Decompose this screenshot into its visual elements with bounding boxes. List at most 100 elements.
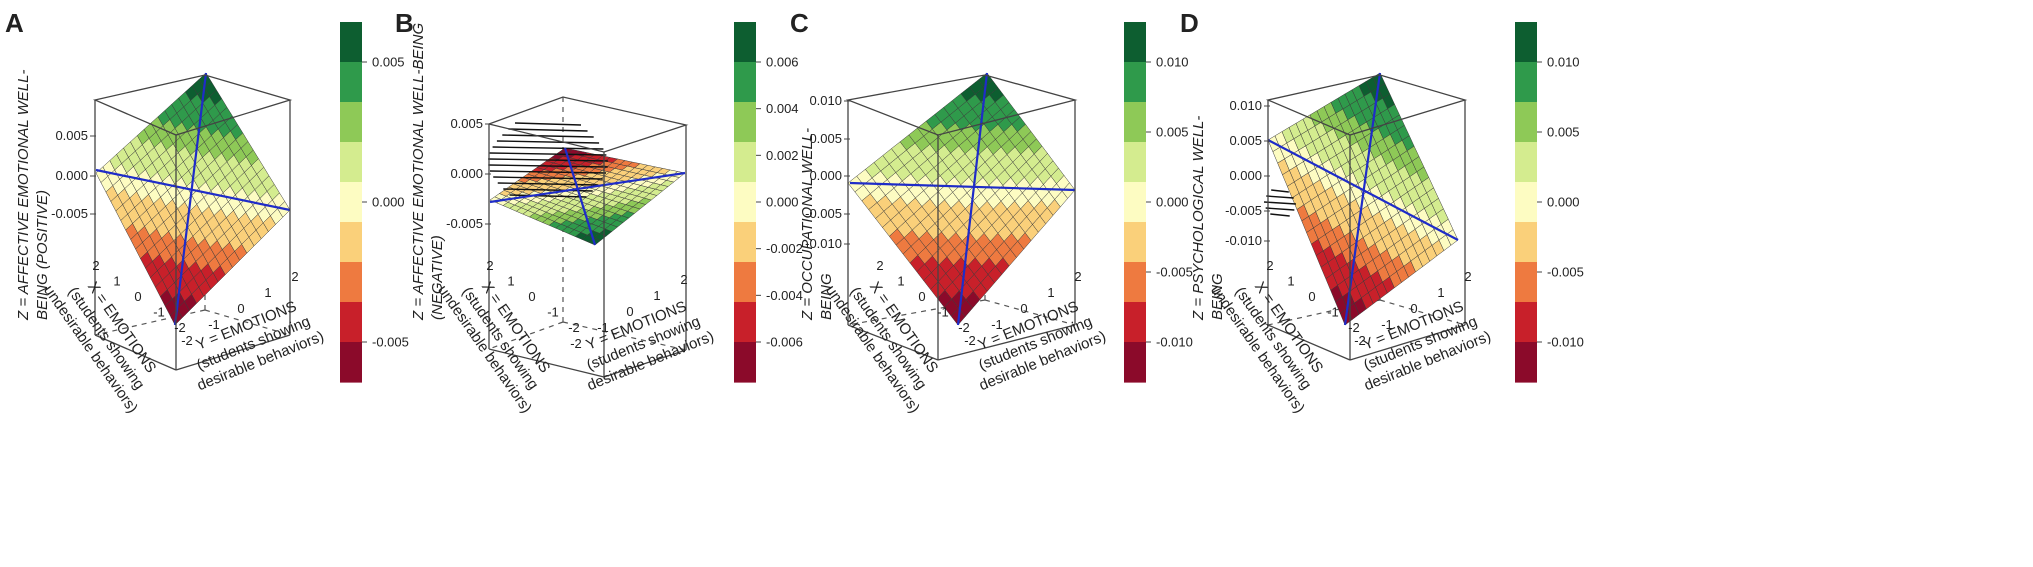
x-tick-label: 0 — [918, 289, 925, 304]
z-axis-label-line: Z = AFFECTIVE EMOTIONAL WELL-BEING — [410, 23, 427, 321]
surface-line — [849, 181, 1076, 192]
box-edge-hidden — [1379, 299, 1466, 326]
x-tick-label: 1 — [507, 274, 514, 289]
x-tick-label: 1 — [897, 274, 904, 289]
y-tick-label: 1 — [264, 285, 271, 300]
colorbar-tick-label: 0.005 — [1547, 125, 1580, 140]
colorbar-segment — [1515, 22, 1537, 63]
box-edge-hidden — [488, 321, 564, 350]
box-top — [486, 96, 689, 153]
panel-d: D 0.010 0.005 0.000 -0.005 -0.010 Z = PSYCHOLO… — [1180, 8, 1584, 416]
z-tick-label: -0.005 — [1225, 203, 1262, 218]
surface-line — [1343, 72, 1382, 326]
z-tick-label: -0.005 — [805, 206, 842, 221]
z-tick-label: 0.010 — [809, 93, 842, 108]
slice-line — [1265, 207, 1295, 211]
panel-letter: A — [5, 8, 24, 38]
slice-line — [496, 140, 600, 144]
box-edge-hidden — [94, 309, 206, 336]
response-surface — [95, 72, 291, 326]
plot-box-front — [92, 74, 293, 371]
x-tick-label: -1 — [937, 305, 949, 320]
x-tick-label: -2 — [958, 320, 970, 335]
colorbar-tick-label: 0.000 — [1547, 195, 1580, 210]
colorbar: 0.010 0.005 0.000 -0.005 -0.010 — [1515, 22, 1584, 383]
colorbar-tick-label: -0.004 — [766, 288, 803, 303]
colorbar-tick-label: -0.010 — [1547, 335, 1584, 350]
z-axis-label-line: Z = OCCUPATIONAL WELL- — [799, 128, 816, 321]
colorbar-tick-label: -0.005 — [1547, 265, 1584, 280]
y-tick-label: -1 — [208, 317, 220, 332]
z-tick-label: 0.005 — [450, 116, 483, 131]
y-tick-label: 0 — [626, 304, 633, 319]
colorbar-segment — [340, 222, 362, 263]
x-axis-label: X = EMOTIONS(students showingundesirable… — [40, 279, 159, 417]
z-axis-label: Z = AFFECTIVE EMOTIONAL WELL- BEING (POSI… — [15, 70, 51, 321]
z-axis-label-line: Z = PSYCHOLOGICAL WELL- — [1190, 116, 1207, 321]
colorbar-segment — [734, 342, 756, 383]
slice-line — [489, 152, 607, 156]
x-tick-label: 2 — [1266, 258, 1273, 273]
colorbar-segment — [1124, 62, 1146, 103]
colorbar-segment — [340, 342, 362, 383]
colorbar-tick-label: -0.002 — [766, 241, 803, 256]
slice-lines — [488, 122, 608, 198]
x-tick-label: -2 — [174, 320, 186, 335]
colorbar-segment — [340, 302, 362, 343]
slice-line — [488, 164, 608, 168]
panel-letter: B — [395, 8, 414, 38]
colorbar-segment — [340, 262, 362, 303]
colorbar-tick-label: -0.005 — [372, 335, 409, 350]
colorbar-segment — [1124, 222, 1146, 263]
y-tick-label: 1 — [1047, 285, 1054, 300]
surface-line — [1267, 139, 1459, 241]
slice-lines — [1263, 189, 1297, 217]
slice-line — [1263, 201, 1297, 205]
y-tick-label: 2 — [291, 269, 298, 284]
colorbar-tick-label: 0.010 — [1547, 55, 1580, 70]
x-tick-label: 2 — [92, 258, 99, 273]
z-axis-label-line: BEING (POSITIVE) — [34, 190, 51, 320]
z-tick-label: 0.000 — [809, 168, 842, 183]
box-edge-hidden — [204, 309, 291, 336]
colorbar-segment — [340, 142, 362, 183]
z-tick-label: -0.010 — [805, 236, 842, 251]
colorbar-segment — [1515, 342, 1537, 383]
colorbar-segment — [1124, 302, 1146, 343]
colorbar-segment — [340, 62, 362, 103]
z-tick-label: 0.000 — [1229, 168, 1262, 183]
colorbar-tick-label: 0.004 — [766, 101, 799, 116]
colorbar-segment — [734, 102, 756, 143]
slice-line — [1266, 195, 1294, 199]
x-tick-label: 2 — [486, 258, 493, 273]
y-tick-label: -1 — [991, 317, 1003, 332]
panel-letter: C — [790, 8, 809, 38]
y-tick-label: 1 — [653, 288, 660, 303]
colorbar-segment — [1515, 262, 1537, 303]
y-tick-label: -2 — [570, 336, 582, 351]
panel-letter: D — [1180, 8, 1199, 38]
x-tick-label: 1 — [1287, 274, 1294, 289]
z-tick-label: 0.000 — [55, 168, 88, 183]
z-tick-label: 0.005 — [1229, 133, 1262, 148]
y-tick-label: -2 — [964, 333, 976, 348]
colorbar-segment — [1515, 302, 1537, 343]
colorbar-tick-label: 0.010 — [1156, 55, 1189, 70]
colorbar: 0.010 0.005 0.000 -0.005 -0.010 — [1124, 22, 1193, 383]
colorbar-segment — [734, 182, 756, 223]
z-tick-label: -0.005 — [51, 206, 88, 221]
plot-box-front — [486, 96, 689, 378]
colorbar-segment — [1124, 102, 1146, 143]
y-tick-label: -1 — [597, 320, 609, 335]
surface-line — [563, 147, 597, 246]
colorbar-segment — [340, 102, 362, 143]
x-tick-label: 1 — [113, 274, 120, 289]
colorbar-tick-label: 0.000 — [372, 195, 405, 210]
slice-line — [488, 158, 608, 162]
box-edge — [488, 348, 605, 378]
